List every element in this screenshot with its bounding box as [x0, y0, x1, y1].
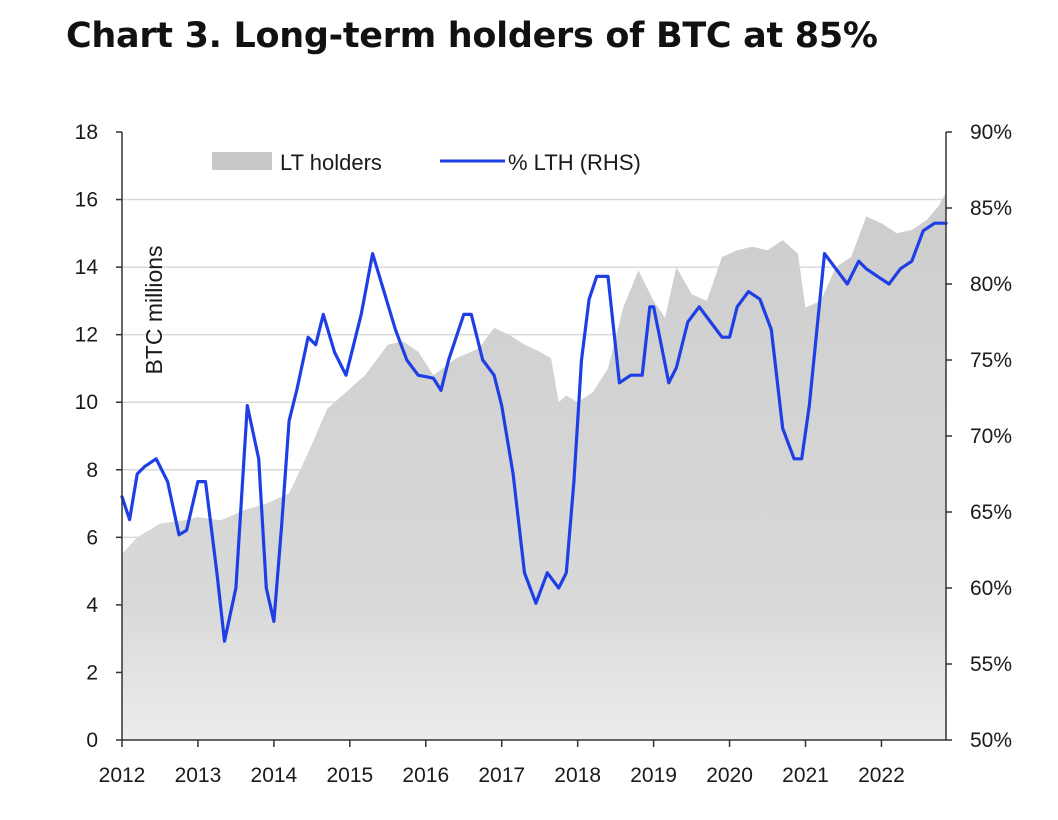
y2-tick-label-75: 75% [970, 349, 1012, 372]
y2-tick-label-60: 60% [970, 577, 1012, 600]
lt-holders-area-layer [122, 192, 946, 741]
y2-tick-label-55: 55% [970, 653, 1012, 676]
y2-tick-label-85: 85% [970, 197, 1012, 220]
lth-percent-line-layer [120, 221, 948, 643]
tick-labels: 0 2 4 6 8 10 12 14 16 18 50% 55% 60% 65% 70% 75% 80% 85% 9… [75, 121, 1012, 787]
y2-tick-label-80: 80% [970, 273, 1012, 296]
x-tick-label-2017: 2017 [478, 764, 525, 787]
y-tick-label-0: 0 [86, 729, 98, 752]
y-tick-label-6: 6 [86, 526, 98, 549]
y-tick-label-12: 12 [75, 324, 98, 347]
y2-tick-label-90: 90% [970, 121, 1012, 144]
y-tick-label-4: 4 [86, 594, 98, 617]
x-tick-label-2015: 2015 [326, 764, 373, 787]
axes [116, 131, 952, 747]
x-tick-label-2013: 2013 [175, 764, 222, 787]
lt-holders-area [122, 192, 946, 741]
y-tick-label-14: 14 [75, 256, 99, 279]
x-tick-label-2020: 2020 [706, 764, 753, 787]
lth-percent-line [120, 221, 948, 643]
y-tick-label-16: 16 [75, 189, 98, 212]
x-tick-label-2014: 2014 [251, 764, 298, 787]
page-title: Chart 3. Long-term holders of BTC at 85% [66, 16, 878, 56]
y-tick-label-2: 2 [86, 661, 98, 684]
legend-lt-holders-label: LT holders [280, 150, 382, 175]
y-tick-label-8: 8 [86, 459, 98, 482]
x-tick-label-2018: 2018 [554, 764, 601, 787]
legend-lth-percent-label: % LTH (RHS) [508, 150, 641, 175]
legend: LT holders % LTH (RHS) [212, 150, 641, 175]
legend-lt-holders-swatch [212, 152, 272, 170]
y-tick-label-18: 18 [75, 121, 98, 144]
x-tick-label-2016: 2016 [402, 764, 449, 787]
x-tick-label-2022: 2022 [858, 764, 905, 787]
y-tick-label-10: 10 [75, 391, 98, 414]
y-axis-title: BTC millions [141, 245, 167, 374]
x-tick-label-2012: 2012 [99, 764, 146, 787]
x-tick-label-2019: 2019 [630, 764, 677, 787]
y2-tick-label-70: 70% [970, 425, 1012, 448]
y2-tick-label-65: 65% [970, 501, 1012, 524]
x-tick-label-2021: 2021 [782, 764, 829, 787]
y2-tick-label-50: 50% [970, 729, 1012, 752]
